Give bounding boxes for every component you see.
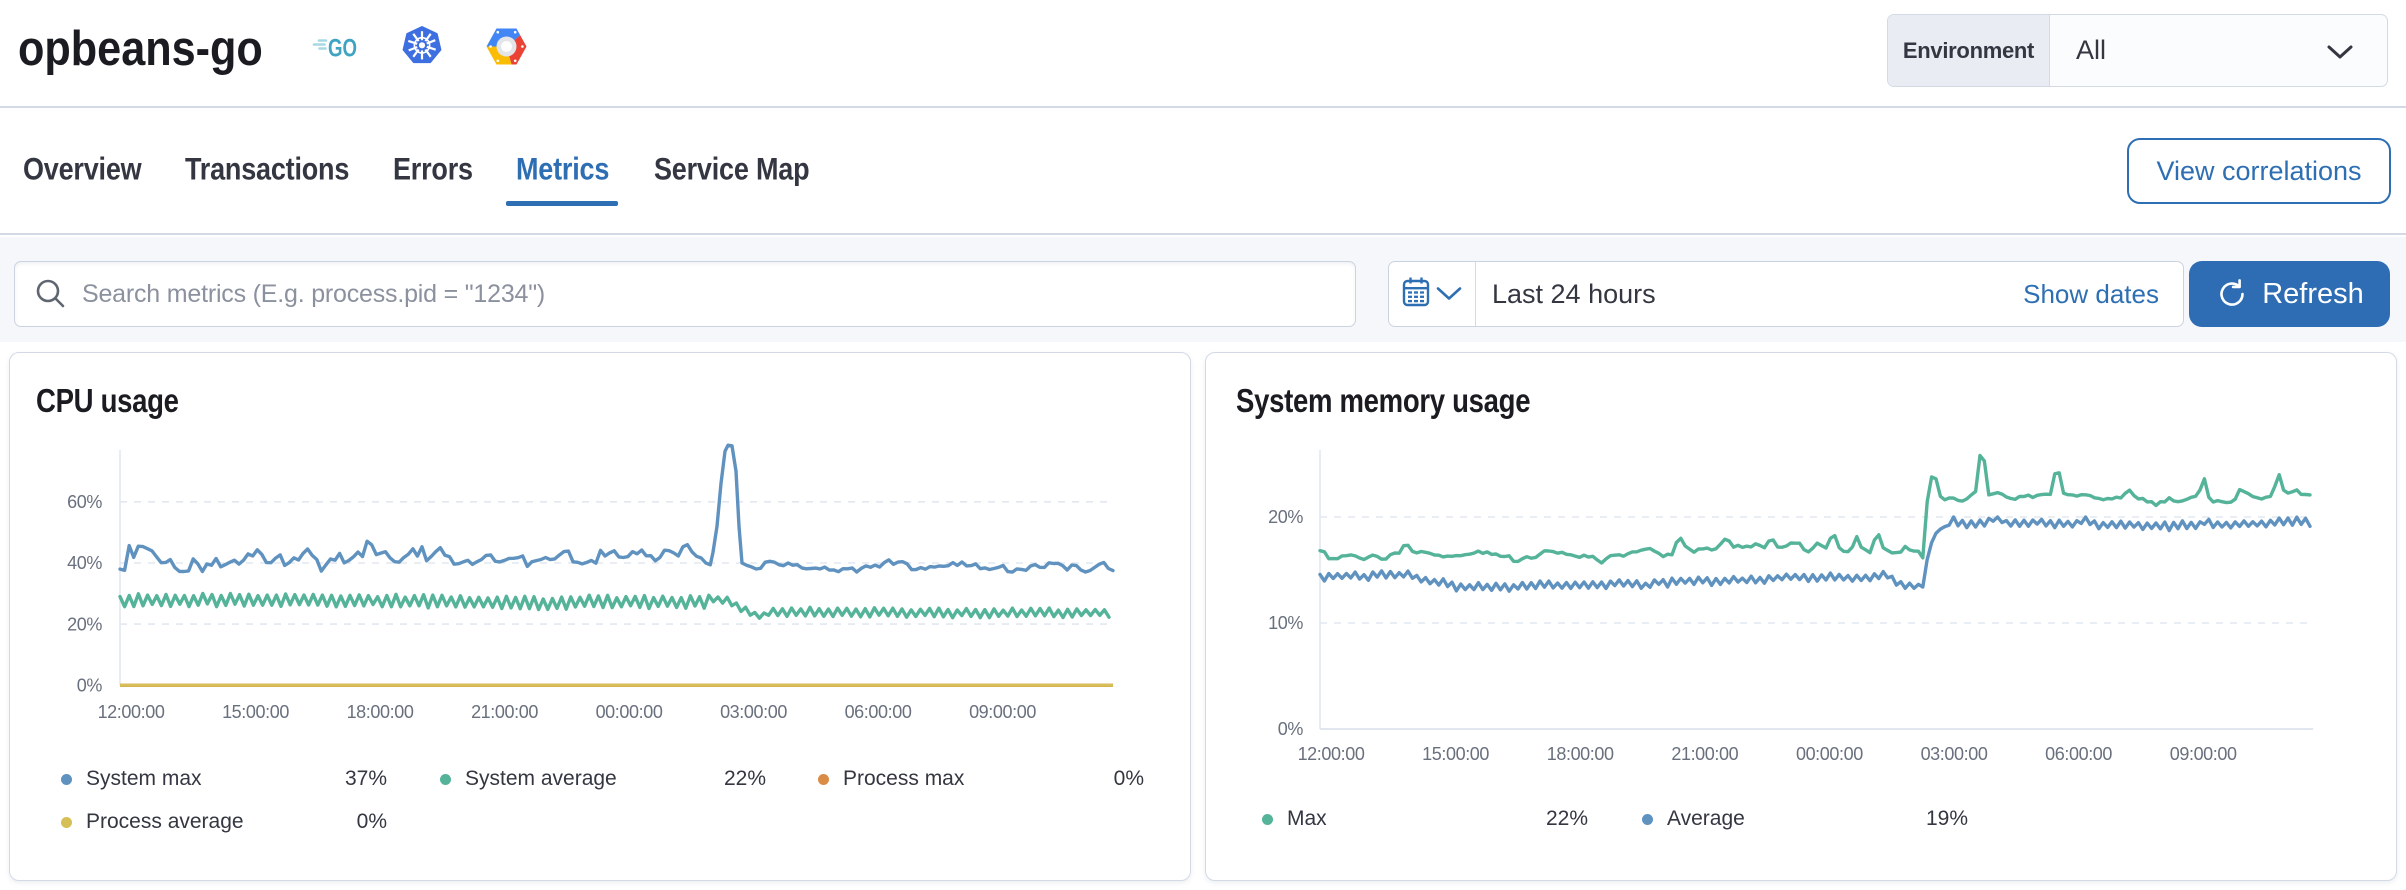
svg-text:09:00:00: 09:00:00 bbox=[2170, 744, 2237, 764]
svg-text:06:00:00: 06:00:00 bbox=[845, 702, 912, 722]
svg-text:15:00:00: 15:00:00 bbox=[1422, 744, 1489, 764]
svg-text:21:00:00: 21:00:00 bbox=[1671, 744, 1738, 764]
svg-text:06:00:00: 06:00:00 bbox=[2045, 744, 2112, 764]
svg-text:03:00:00: 03:00:00 bbox=[720, 702, 787, 722]
svg-text:60%: 60% bbox=[67, 492, 102, 512]
svg-text:0%: 0% bbox=[77, 676, 103, 696]
svg-text:12:00:00: 12:00:00 bbox=[98, 702, 165, 722]
svg-text:00:00:00: 00:00:00 bbox=[596, 702, 663, 722]
svg-text:21:00:00: 21:00:00 bbox=[471, 702, 538, 722]
svg-text:18:00:00: 18:00:00 bbox=[1547, 744, 1614, 764]
svg-text:0%: 0% bbox=[1278, 719, 1304, 739]
svg-text:18:00:00: 18:00:00 bbox=[347, 702, 414, 722]
svg-text:03:00:00: 03:00:00 bbox=[1921, 744, 1988, 764]
svg-text:GO: GO bbox=[328, 35, 357, 63]
svg-text:15:00:00: 15:00:00 bbox=[222, 702, 289, 722]
svg-text:20%: 20% bbox=[67, 614, 102, 634]
svg-text:10%: 10% bbox=[1268, 613, 1303, 633]
svg-text:20%: 20% bbox=[1268, 507, 1303, 527]
svg-text:12:00:00: 12:00:00 bbox=[1298, 744, 1365, 764]
svg-text:00:00:00: 00:00:00 bbox=[1796, 744, 1863, 764]
svg-text:40%: 40% bbox=[67, 553, 102, 573]
svg-text:09:00:00: 09:00:00 bbox=[969, 702, 1036, 722]
